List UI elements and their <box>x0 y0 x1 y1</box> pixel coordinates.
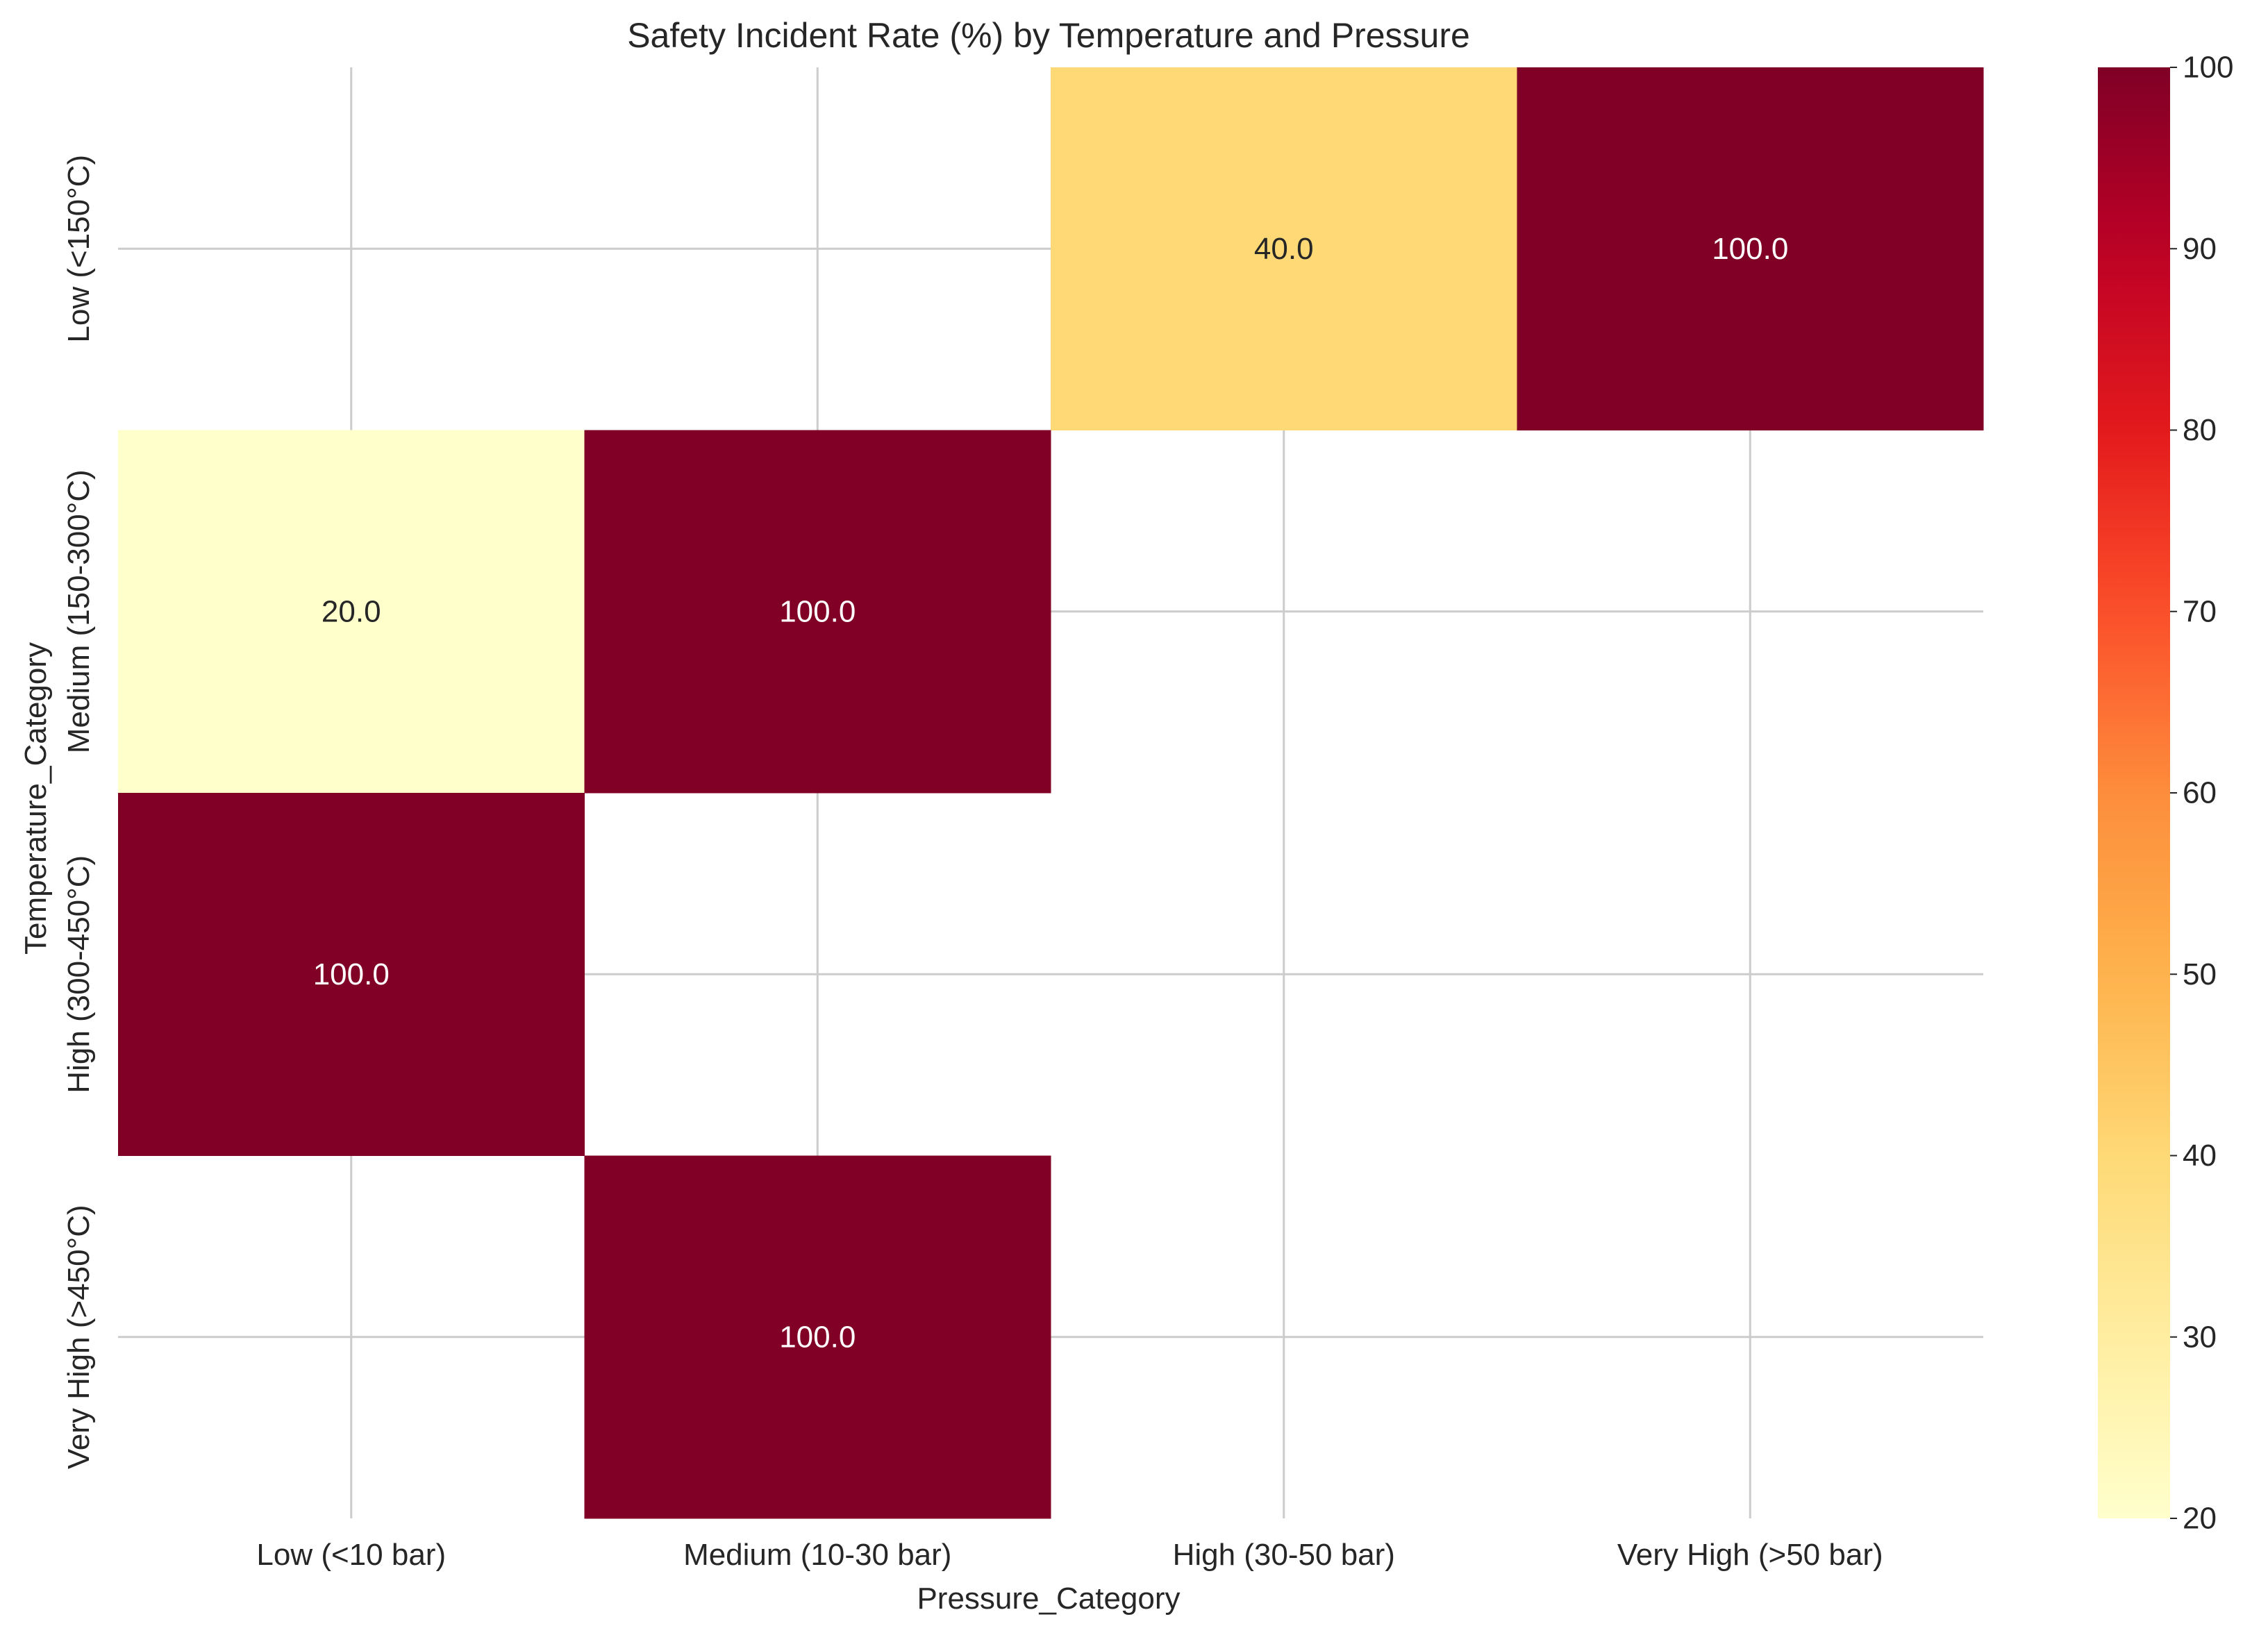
colorbar-gradient <box>2098 67 2170 1518</box>
colorbar-tick-label: 90 <box>2183 232 2217 266</box>
colorbar-tick-label: 80 <box>2183 413 2217 447</box>
y-axis-tick-labels: Low (<150°C) Medium (150-300°C) High (300-… <box>62 155 96 1469</box>
colorbar-tick-label: 50 <box>2183 957 2217 991</box>
x-tick-label: Medium (10-30 bar) <box>683 1538 951 1572</box>
y-tick-label: Medium (150-300°C) <box>62 469 96 753</box>
colorbar: 20 30 40 50 60 70 80 90 100 <box>2098 51 2233 1536</box>
cell-value-label: 100.0 <box>779 1320 856 1354</box>
colorbar-tick-label: 70 <box>2183 594 2217 628</box>
heatmap-cell <box>118 430 585 794</box>
x-axis-label: Pressure_Category <box>917 1582 1180 1616</box>
x-tick-label: Very High (>50 bar) <box>1617 1538 1883 1572</box>
colorbar-tick-label: 40 <box>2183 1139 2217 1173</box>
colorbar-tick-label: 60 <box>2183 776 2217 810</box>
cell-value-label: 100.0 <box>313 957 390 991</box>
cell-value-label: 20.0 <box>322 594 381 628</box>
colorbar-tick-label: 20 <box>2183 1502 2217 1536</box>
x-tick-label: Low (<10 bar) <box>256 1538 446 1572</box>
colorbar-tick-label: 30 <box>2183 1320 2217 1354</box>
y-tick-label: Very High (>450°C) <box>62 1205 96 1469</box>
heatmap-cell <box>584 430 1051 794</box>
heatmap-cell <box>584 1155 1051 1519</box>
y-tick-label: High (300-450°C) <box>62 855 96 1093</box>
cell-value-labels: 40.0 100.0 20.0 100.0 100.0 100.0 <box>313 232 1789 1355</box>
chart-title: Safety Incident Rate (%) by Temperature … <box>627 16 1470 55</box>
y-axis-label: Temperature_Category <box>19 642 53 955</box>
cell-value-label: 100.0 <box>779 594 856 628</box>
colorbar-tick-label: 100 <box>2183 51 2233 85</box>
heatmap-cells <box>118 67 1984 1519</box>
heatmap-cell <box>1517 67 1984 430</box>
cell-value-label: 40.0 <box>1254 232 1314 266</box>
heatmap-cell <box>1051 67 1517 430</box>
cell-value-label: 100.0 <box>1712 232 1788 266</box>
heatmap-cell <box>118 793 585 1156</box>
y-tick-label: Low (<150°C) <box>62 155 96 343</box>
x-axis-tick-labels: Low (<10 bar) Medium (10-30 bar) High (30-… <box>256 1538 1883 1572</box>
x-tick-label: High (30-50 bar) <box>1173 1538 1395 1572</box>
